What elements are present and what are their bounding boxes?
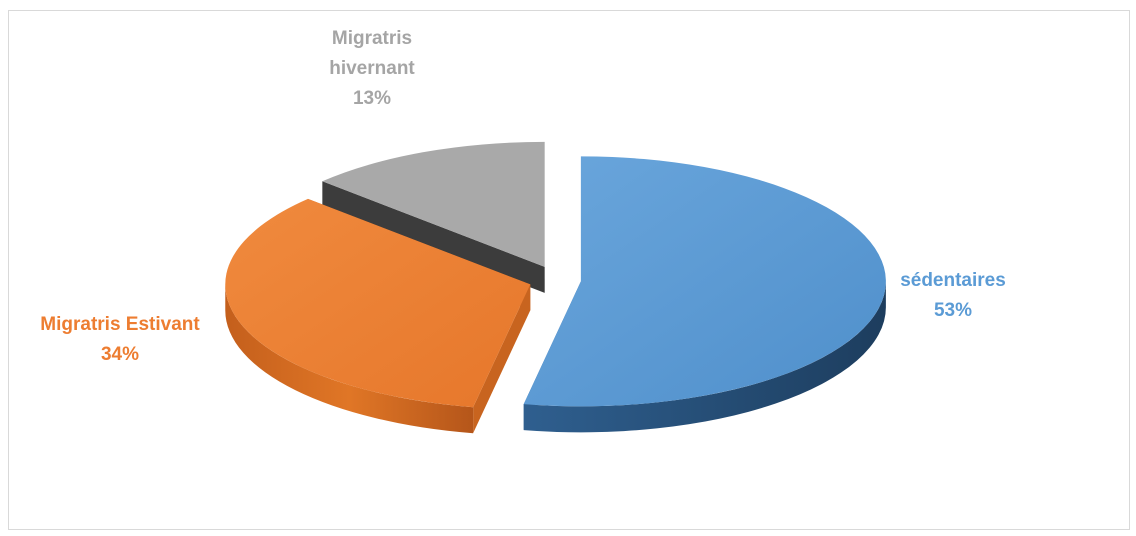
data-label-hivernant-name-line-0: Migratris <box>332 28 412 49</box>
data-label-hivernant-name-line-1: hivernant <box>329 58 415 79</box>
data-label-estivant-name: Migratris Estivant <box>40 314 200 335</box>
chart-frame <box>8 10 1130 530</box>
pie-slice-hivernant <box>322 141 545 293</box>
slice-top-sedentaires <box>523 156 886 407</box>
data-label-estivant-value: 34% <box>101 344 139 365</box>
data-label-sedentaires-name: sédentaires <box>900 270 1006 291</box>
slice-wall-estivant-0 <box>473 284 531 434</box>
data-label-hivernant-name: Migratris hivernant <box>329 28 415 79</box>
slice-side-sedentaires-0 <box>523 281 886 433</box>
slice-top-estivant <box>225 198 531 408</box>
slice-side-estivant-0 <box>225 284 474 434</box>
data-label-sedentaires-value: 53% <box>934 300 972 321</box>
pie-slice-estivant <box>225 198 531 434</box>
pie-slice-sedentaires <box>523 156 886 433</box>
data-label-hivernant-value: 13% <box>353 88 391 109</box>
slice-wall-hivernant-0 <box>322 181 545 293</box>
slice-top-hivernant <box>322 141 545 267</box>
